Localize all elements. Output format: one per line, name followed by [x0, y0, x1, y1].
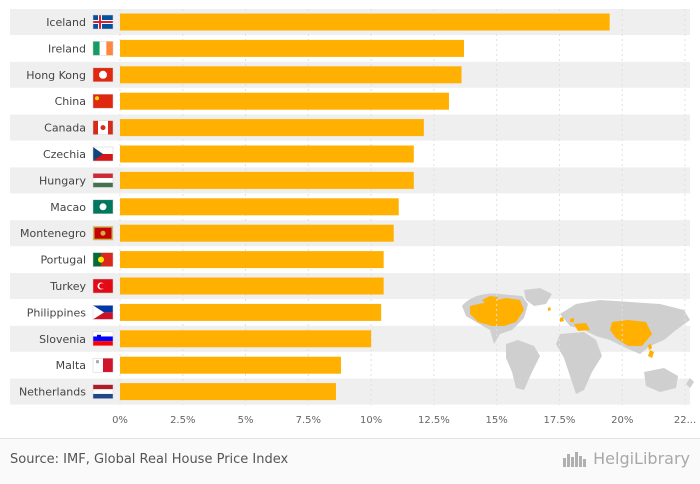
- flags: [92, 14, 114, 399]
- x-axis-ticks: 0% 2.5% 5% 7.5% 10% 12.5% 15% 17.5% 20% 22...: [112, 415, 696, 426]
- footer: Source: IMF, Global Real House Price Ind…: [0, 438, 700, 484]
- flag-montenegro-icon: [92, 225, 114, 241]
- category-label: Hungary: [39, 174, 86, 187]
- category-label: Slovenia: [39, 333, 86, 346]
- bar: [120, 119, 424, 137]
- x-tick-label: 12.5%: [418, 415, 450, 426]
- category-labels: Iceland Ireland Hong Kong China Canada Czechi…: [19, 16, 87, 399]
- flag-iceland-icon: [92, 14, 114, 30]
- bar: [120, 92, 449, 110]
- category-label: Netherlands: [19, 386, 86, 399]
- flag-netherlands-icon: [92, 384, 114, 399]
- flag-hong-kong-icon: [92, 67, 114, 83]
- flag-china-icon: [92, 93, 114, 109]
- flag-macao-icon: [92, 199, 114, 215]
- category-label: Montenegro: [20, 227, 86, 240]
- bar: [120, 13, 610, 31]
- bars: [120, 13, 610, 401]
- flag-slovenia-icon: [92, 331, 114, 347]
- x-tick-label: 20%: [611, 415, 633, 426]
- bar: [120, 39, 465, 57]
- flag-malta-icon: [92, 357, 114, 373]
- category-label: China: [55, 95, 86, 108]
- brand: HelgiLibrary: [562, 449, 690, 468]
- bar: [120, 356, 341, 374]
- category-label: Philippines: [27, 306, 87, 319]
- x-tick-label: 5%: [238, 415, 254, 426]
- brand-name: HelgiLibrary: [593, 449, 690, 468]
- category-label: Hong Kong: [26, 69, 86, 82]
- bar: [120, 383, 336, 401]
- flag-canada-icon: [92, 120, 114, 135]
- bar: [120, 303, 382, 321]
- flag-ireland-icon: [92, 41, 114, 56]
- category-label: Turkey: [49, 280, 86, 293]
- bar: [120, 66, 462, 84]
- x-tick-label: 0%: [112, 415, 128, 426]
- flag-turkey-icon: [92, 278, 114, 294]
- x-tick-label: 10%: [360, 415, 382, 426]
- world-map-icon: [462, 288, 694, 394]
- bar: [120, 224, 394, 242]
- flag-czechia-icon: [92, 146, 114, 162]
- category-label: Canada: [44, 122, 86, 135]
- skyline-logo-icon: [562, 451, 588, 467]
- x-tick-label: 7.5%: [296, 415, 321, 426]
- flag-philippines-icon: [92, 305, 114, 320]
- flag-hungary-icon: [92, 173, 114, 188]
- category-label: Portugal: [40, 254, 86, 267]
- category-label: Ireland: [48, 42, 86, 55]
- category-label: Czechia: [43, 148, 86, 161]
- bar: [120, 251, 384, 269]
- x-tick-label: 22...: [674, 415, 696, 426]
- flag-portugal-icon: [92, 252, 114, 267]
- bar: [120, 145, 414, 163]
- source-note: Source: IMF, Global Real House Price Ind…: [10, 452, 289, 467]
- category-label: Malta: [56, 359, 86, 372]
- bar: [120, 330, 372, 348]
- category-label: Iceland: [46, 16, 86, 29]
- x-tick-label: 2.5%: [170, 415, 195, 426]
- bar: [120, 198, 399, 216]
- x-tick-label: 15%: [486, 415, 508, 426]
- x-tick-label: 17.5%: [544, 415, 576, 426]
- category-label: Macao: [50, 201, 86, 214]
- bar: [120, 171, 414, 189]
- bar: [120, 277, 384, 295]
